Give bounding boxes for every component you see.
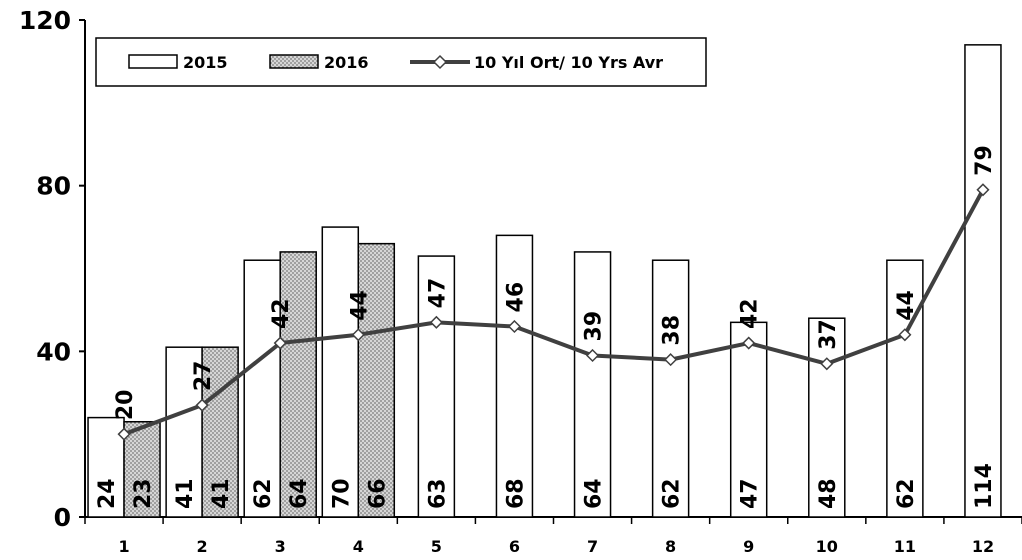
line-point-marker — [742, 336, 756, 350]
bar-2015-value-label: 48 — [816, 478, 841, 509]
x-tick-label: 9 — [743, 537, 754, 556]
line-point-marker — [507, 319, 522, 334]
line-point-marker — [195, 398, 209, 412]
x-tick-label: 8 — [665, 537, 676, 556]
bar-2015-value-label: 62 — [894, 478, 919, 509]
y-tick-label: 0 — [54, 503, 71, 532]
line-value-label: 44 — [894, 290, 919, 321]
bar-2016-value-label: 66 — [365, 478, 390, 509]
bar-2015-value-label: 47 — [738, 478, 763, 509]
bar-2015 — [729, 321, 768, 518]
line-point-marker — [117, 427, 131, 441]
line-value-label: 20 — [113, 390, 138, 421]
legend-box — [95, 37, 707, 87]
bar-2015-value-label: 24 — [95, 478, 120, 509]
bar-2015 — [886, 259, 924, 518]
x-tick-label: 5 — [431, 537, 442, 556]
x-tick-label: 6 — [509, 537, 520, 556]
bar-2016 — [357, 242, 396, 518]
bar-2016 — [201, 346, 239, 518]
bar-2016 — [279, 251, 317, 518]
y-tick-label: 40 — [36, 337, 71, 366]
bar-2016 — [123, 420, 161, 518]
line-value-label: 79 — [972, 145, 997, 176]
data-labels: 24 41 62 70 63 68 64 62 47 48 62 114 23 41 64 66 20 27 42 4… — [95, 145, 997, 509]
bar-2015 — [495, 234, 534, 518]
x-tick-label: 4 — [353, 537, 364, 556]
line-value-label: 44 — [347, 290, 372, 321]
line-point-marker — [585, 348, 600, 363]
line-value-label: 39 — [582, 311, 607, 342]
bars — [87, 44, 1002, 518]
x-tick-label: 3 — [275, 537, 286, 556]
legend-swatch-2016 — [269, 54, 319, 69]
bar-2015 — [808, 317, 846, 518]
bar-2015 — [165, 346, 203, 518]
bar-2015 — [321, 226, 360, 518]
line-value-label: 42 — [738, 298, 763, 329]
line-point-marker — [898, 328, 912, 342]
line-point-marker — [664, 353, 678, 367]
legend-label-avg: 10 Yıl Ort/ 10 Yrs Avr — [474, 53, 663, 72]
legend-swatch-avg-marker — [432, 54, 448, 70]
legend-label-2016: 2016 — [324, 53, 369, 72]
bar-2016-value-label: 64 — [287, 478, 312, 509]
bar-2015 — [651, 259, 690, 518]
line-value-label: 46 — [503, 282, 528, 313]
line-10yr-avg — [123, 188, 985, 437]
legend-label-2015: 2015 — [183, 53, 228, 72]
line-point-marker — [976, 183, 990, 197]
line-value-label: 42 — [269, 298, 294, 329]
line-point-marker — [820, 357, 834, 371]
line-point-marker — [273, 336, 287, 350]
bar-2015 — [243, 259, 281, 518]
bar-2015 — [417, 255, 456, 518]
x-tick-label: 1 — [118, 537, 129, 556]
x-tick-label: 2 — [197, 537, 208, 556]
bar-2016-value-label: 41 — [209, 478, 234, 509]
bar-2015 — [573, 251, 612, 518]
line-value-label: 27 — [191, 361, 216, 392]
line-series — [117, 183, 990, 441]
y-tick-label: 80 — [36, 172, 71, 201]
bar-2015-value-label: 41 — [173, 478, 198, 509]
x-tick-label: 10 — [816, 537, 838, 556]
legend: 2015 2016 10 Yıl Ort/ 10 Yrs Avr — [95, 37, 707, 87]
x-tick-label: 7 — [587, 537, 598, 556]
x-tick-label: 11 — [894, 537, 916, 556]
line-point-marker — [351, 328, 365, 342]
bar-2015-value-label: 63 — [425, 478, 450, 509]
y-tick-label: 120 — [19, 6, 71, 35]
bar-2015-value-label: 62 — [251, 478, 276, 509]
bar-2015-value-label: 114 — [972, 463, 997, 509]
x-tick-label: 12 — [972, 537, 994, 556]
bar-2015-value-label: 68 — [503, 478, 528, 509]
bar-2015 — [964, 44, 1002, 518]
bar-2015-value-label: 70 — [329, 478, 354, 509]
bar-2015-value-label: 64 — [582, 478, 607, 509]
line-value-label: 38 — [660, 315, 685, 346]
line-value-label: 47 — [425, 278, 450, 309]
bar-2015-value-label: 62 — [660, 478, 685, 509]
line-value-label: 37 — [816, 319, 841, 350]
legend-swatch-2015 — [128, 54, 178, 69]
line-point-marker — [429, 315, 443, 329]
bar-2016-value-label: 23 — [131, 478, 156, 509]
